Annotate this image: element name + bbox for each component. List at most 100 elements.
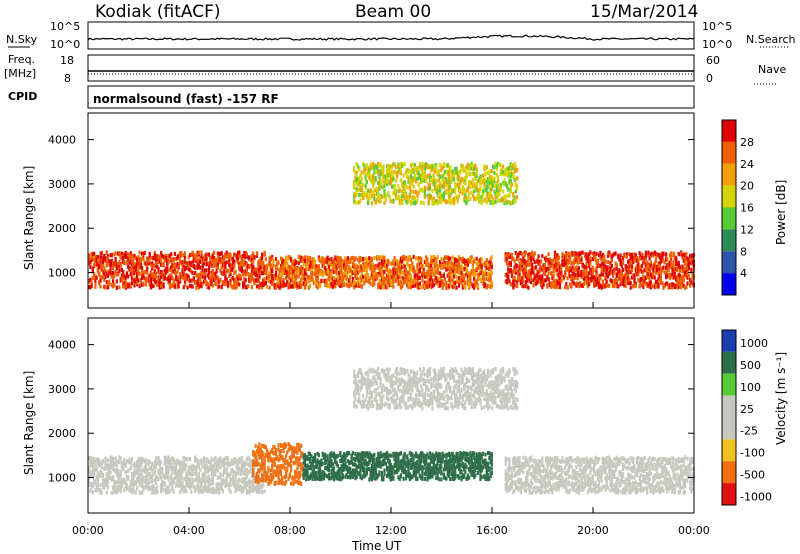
heatmap-cell-1	[450, 260, 453, 265]
heatmap-cell-1	[334, 284, 337, 289]
heatmap-cell-2	[406, 195, 409, 200]
heatmap-cell-0	[176, 278, 179, 283]
heatmap-cell-3	[522, 284, 525, 289]
heatmap-cell-3	[572, 267, 575, 272]
heatmap-cell-3	[615, 281, 618, 285]
heatmap-cell-0	[96, 461, 99, 466]
heatmap-cell-3	[562, 274, 565, 279]
heatmap-cell-1	[276, 260, 279, 264]
heatmap-cell-0	[99, 474, 102, 478]
heatmap-cell-2	[378, 184, 381, 189]
heatmap-cell-0	[110, 463, 113, 467]
heatmap-cell-0	[109, 261, 112, 266]
heatmap-cell-3	[646, 283, 649, 288]
heatmap-cell-0	[181, 263, 184, 268]
heatmap-cell-2	[403, 193, 406, 197]
heatmap-cell-3	[672, 275, 675, 280]
heatmap-cell-1	[370, 257, 373, 262]
heatmap-cell-1	[484, 269, 487, 274]
heatmap-cell-1	[474, 272, 477, 277]
heatmap-cell-3	[686, 256, 689, 261]
heatmap-cell-2	[411, 195, 414, 200]
heatmap-cell-2	[488, 171, 491, 176]
heatmap-cell-2	[433, 167, 437, 172]
heatmap-cell-2	[470, 190, 473, 195]
heatmap-cell-3	[557, 255, 560, 260]
heatmap-cell-3	[630, 252, 634, 257]
heatmap-cell-0	[88, 465, 91, 470]
heatmap-cell-0	[106, 281, 110, 286]
heatmap-cell-1	[486, 271, 490, 276]
heatmap-cell-2	[365, 173, 368, 178]
heatmap-cell-2	[428, 186, 432, 191]
heatmap-cell-3	[634, 256, 637, 261]
heatmap-cell-3	[588, 264, 591, 268]
heatmap-cell-3	[667, 285, 670, 290]
heatmap-cell-0	[88, 480, 91, 485]
heatmap-cell-1	[335, 265, 338, 270]
heatmap-cell-1	[335, 267, 338, 272]
heatmap-cell-1	[276, 264, 279, 269]
heatmap-cell-2	[370, 180, 373, 185]
heatmap-cell-2	[373, 193, 376, 198]
heatmap-cell-2	[486, 177, 490, 181]
heatmap-cell-0	[143, 485, 146, 490]
heatmap-cell-1	[334, 256, 337, 261]
heatmap-cell-0	[93, 273, 96, 278]
heatmap-cell-1	[490, 281, 493, 286]
heatmap-cell-1	[346, 278, 349, 283]
heatmap-cell-1	[409, 285, 413, 290]
heatmap-cell-1	[326, 259, 329, 264]
heatmap-cell-0	[138, 472, 141, 477]
heatmap-cell-3	[629, 256, 632, 261]
heatmap-cell-2	[494, 162, 497, 167]
heatmap-cell-0	[259, 265, 262, 270]
heatmap-cell-2	[510, 166, 514, 171]
heatmap-cell-0	[183, 276, 187, 281]
heatmap-cell-3	[543, 256, 546, 261]
heatmap-cell-3	[632, 273, 635, 278]
heatmap-cell-1	[364, 275, 367, 280]
heatmap-cell-2	[440, 183, 443, 187]
heatmap-cell-3	[518, 273, 521, 277]
heatmap-cell-2	[450, 175, 453, 180]
heatmap-cell-1	[331, 284, 334, 289]
heatmap-cell-1	[416, 269, 419, 274]
heatmap-cell-3	[653, 261, 656, 266]
heatmap-cell-0	[183, 260, 187, 265]
heatmap-cell-0	[104, 285, 107, 290]
heatmap-cell-2	[355, 175, 358, 179]
heatmap-cell-2	[403, 162, 406, 167]
heatmap-cell-1	[466, 261, 469, 266]
heatmap-cell-0	[129, 259, 132, 264]
heatmap-cell-3	[537, 261, 540, 266]
heatmap-cell-1	[468, 284, 471, 289]
heatmap-cell-2	[369, 164, 372, 169]
heatmap-cell-2	[406, 185, 409, 190]
heatmap-cell-0	[113, 274, 116, 279]
heatmap-cell-0	[238, 250, 241, 255]
heatmap-cell-0	[133, 489, 136, 494]
heatmap-cell-0	[196, 283, 199, 288]
heatmap-cell-2	[473, 189, 476, 194]
heatmap-cell-2	[384, 197, 387, 202]
heatmap-cell-0	[191, 278, 194, 283]
heatmap-cell-3	[600, 262, 603, 267]
heatmap-cell-3	[574, 266, 577, 271]
heatmap-cell-1	[321, 273, 324, 278]
heatmap-cell-2	[495, 173, 498, 177]
heatmap-cell-3	[678, 265, 682, 270]
heatmap-cell-0	[221, 255, 224, 260]
heatmap-cell-3	[570, 268, 573, 273]
heatmap-cell-1	[465, 263, 468, 268]
heatmap-cell-1	[471, 272, 474, 277]
heatmap-cell-0	[257, 267, 260, 272]
heatmap-cell-1	[297, 274, 300, 279]
heatmap-cell-0	[137, 458, 140, 462]
heatmap-cell-2	[469, 163, 472, 168]
heatmap-cell-0	[166, 266, 169, 271]
heatmap-cell-2	[454, 170, 457, 175]
heatmap-cell-0	[216, 257, 219, 262]
heatmap-cell-0	[168, 285, 171, 290]
heatmap-cell-2	[407, 180, 410, 184]
